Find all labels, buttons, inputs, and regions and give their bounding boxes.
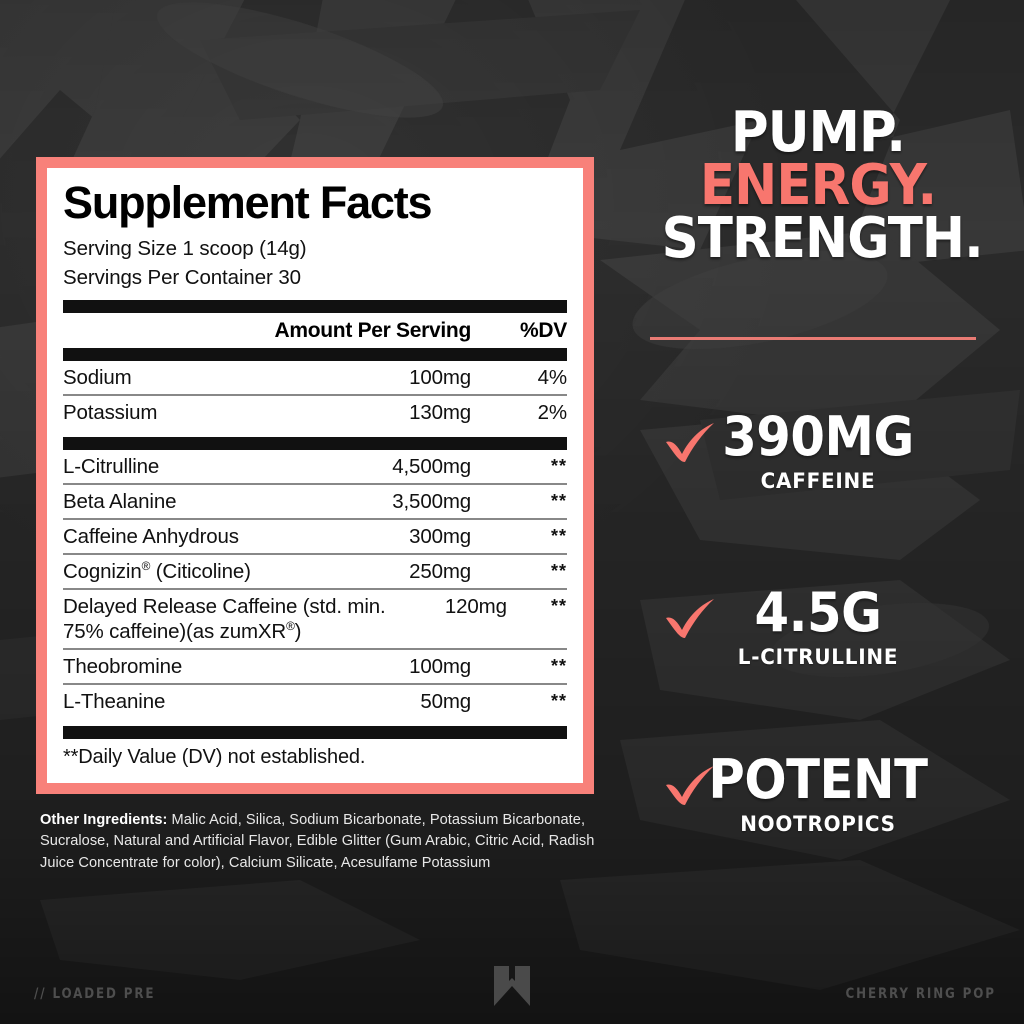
benefit-item-caffeine: 390MG CAFFEINE [648, 410, 988, 493]
table-row: Potassium 130mg 2% [63, 394, 567, 429]
nutrient-dv: ** [550, 526, 567, 547]
daily-value-footnote: **Daily Value (DV) not established. [63, 746, 366, 769]
nutrient-amount: 120mg [444, 595, 507, 619]
nutrient-dv: ** [550, 561, 567, 582]
other-ingredients: Other Ingredients: Malic Acid, Silica, S… [40, 810, 606, 874]
servings-per-container: Servings Per Container 30 [63, 266, 301, 289]
benefit-item-nootropics: POTENT NOOTROPICS [648, 753, 988, 836]
nutrient-name: L-Citrulline [63, 455, 160, 479]
table-row: L-Theanine 50mg ** [63, 683, 567, 718]
headline-underline [650, 337, 976, 340]
nutrient-amount: 100mg [409, 366, 471, 390]
nutrient-dv: 2% [537, 401, 567, 425]
nutrient-dv: ** [550, 596, 567, 617]
serving-size: Serving Size 1 scoop (14g) [63, 236, 307, 260]
nutrient-name: L-Theanine [63, 690, 166, 714]
nutrient-dv: 4% [537, 366, 567, 390]
supplement-facts-panel: Supplement Facts Serving Size 1 scoop (1… [36, 157, 594, 795]
supplement-facts-title: Supplement Facts [63, 177, 433, 228]
table-row: Delayed Release Caffeine (std. min. 75% … [63, 588, 567, 648]
nutrient-dv: ** [550, 656, 567, 677]
nutrient-name: Delayed Release Caffeine (std. min. 75% … [63, 595, 386, 644]
benefit-item-citrulline: 4.5G L-CITRULLINE [648, 586, 988, 669]
nutrient-name: Theobromine [63, 655, 183, 679]
table-row: Sodium 100mg 4% [63, 361, 567, 394]
nutrient-name: Cognizin® (Citicoline) [63, 559, 251, 584]
benefit-value: POTENT [708, 748, 928, 811]
column-header-daily-value: %DV [520, 319, 567, 343]
benefit-value: 390MG [722, 405, 914, 468]
benefit-label: CAFFEINE [760, 469, 876, 493]
nutrient-amount: 50mg [420, 690, 471, 714]
nutrient-amount: 100mg [409, 655, 471, 679]
table-row: Caffeine Anhydrous 300mg ** [63, 518, 567, 553]
table-row: Cognizin® (Citicoline) 250mg ** [63, 553, 567, 588]
table-header-row: Amount Per Serving %DV [63, 313, 568, 348]
headline-line-strength: STRENGTH. [661, 206, 984, 272]
divider-bar-thick-middle [63, 437, 567, 451]
footer-flavor-name: CHERRY RING POP [845, 986, 996, 1002]
divider-bar-thick-bottom [63, 726, 567, 740]
divider-bar-thick-top [63, 300, 567, 314]
benefit-label: NOOTROPICS [740, 812, 896, 836]
brand-mark-icon [494, 966, 530, 1006]
divider-bar-thick-header [63, 348, 567, 362]
nutrient-name: Potassium [63, 401, 158, 425]
blend-rows: L-Citrulline 4,500mg ** Beta Alanine 3,5… [63, 450, 567, 718]
table-row: L-Citrulline 4,500mg ** [63, 450, 567, 483]
table-row: Beta Alanine 3,500mg ** [63, 483, 567, 518]
nutrient-amount: 250mg [409, 560, 471, 584]
nutrient-amount: 300mg [409, 525, 471, 549]
nutrient-dv: ** [550, 691, 567, 712]
nutrient-amount: 3,500mg [392, 490, 471, 514]
footer-product-line: // LOADED PRE [34, 986, 156, 1002]
nutrient-amount: 130mg [409, 401, 471, 425]
nutrient-dv: ** [550, 491, 567, 512]
benefit-value: 4.5G [754, 581, 882, 644]
nutrient-name: Sodium [63, 366, 132, 390]
nutrient-dv: ** [550, 456, 567, 477]
nutrient-name: Beta Alanine [63, 490, 177, 514]
nutrient-name: Caffeine Anhydrous [63, 525, 239, 549]
headline-line-pump: PUMP. [730, 100, 906, 165]
nutrient-amount: 4,500mg [392, 455, 471, 479]
benefit-label: L-CITRULLINE [737, 645, 899, 669]
supplement-facts-inner: Supplement Facts Serving Size 1 scoop (1… [47, 168, 583, 784]
mineral-rows: Sodium 100mg 4% Potassium 130mg 2% [63, 361, 567, 429]
other-ingredients-label: Other Ingredients: [40, 812, 168, 828]
headline-block: PUMP. ENERGY. STRENGTH. [648, 100, 988, 272]
column-header-amount: Amount Per Serving [274, 319, 472, 343]
headline-line-energy: ENERGY. [699, 153, 937, 219]
table-row: Theobromine 100mg ** [63, 648, 567, 683]
